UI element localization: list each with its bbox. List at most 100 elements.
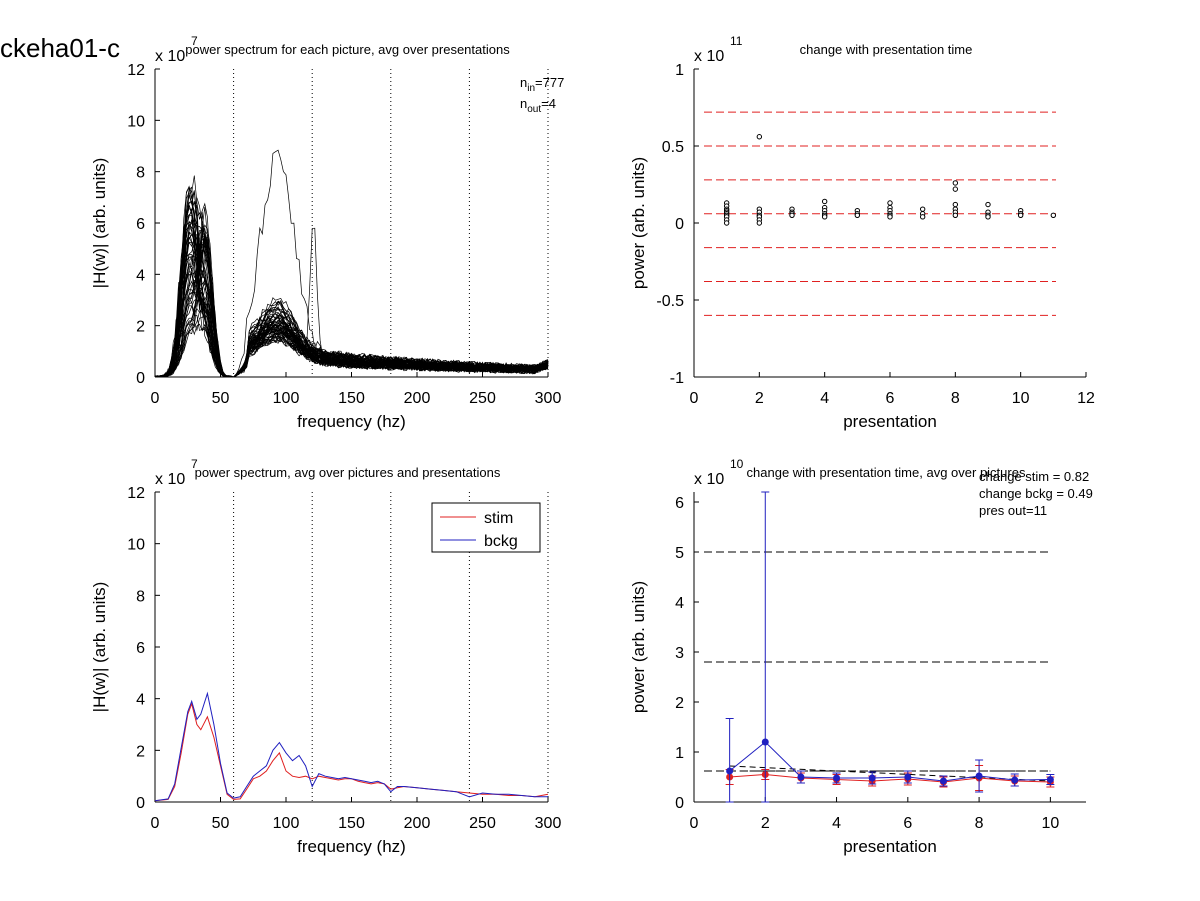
data-marker-bckg xyxy=(833,774,841,782)
x-tick-label: 0 xyxy=(151,815,160,832)
x-tick-label: 8 xyxy=(975,815,984,832)
legend-label-stim: stim xyxy=(484,510,513,527)
spectra-curves xyxy=(154,149,549,378)
x-tick-label: 250 xyxy=(469,815,496,832)
y-tick-label: -1 xyxy=(670,370,684,387)
panel-change-presentation-time: 0 2 4 6 8 10 12 -1 -0.5 0 0.5 1 presentation power (a… xyxy=(629,34,1095,431)
data-point xyxy=(756,134,763,140)
axis-exponent: x 10 xyxy=(694,48,724,65)
chart-title: power spectrum, avg over pictures and pr… xyxy=(195,465,501,480)
series-line-bckg xyxy=(729,741,1051,782)
x-tick-label: 300 xyxy=(535,390,562,407)
x-axis-label: presentation xyxy=(843,412,937,431)
y-tick-label: 8 xyxy=(136,588,145,605)
data-point xyxy=(952,180,959,186)
x-tick-label: 10 xyxy=(1012,390,1030,407)
data-point xyxy=(985,214,991,220)
series-line-bckg xyxy=(154,691,548,802)
x-tick-label: 200 xyxy=(404,390,431,407)
change-annotation: change stim = 0.82 xyxy=(979,469,1089,484)
y-tick-label: 6 xyxy=(136,640,145,657)
axis-exponent-power: 10 xyxy=(730,457,744,471)
data-point xyxy=(1017,212,1024,219)
figure-label: ckeha01-c xyxy=(0,33,120,63)
x-tick-label: 4 xyxy=(832,815,841,832)
series-line-stim xyxy=(154,702,549,802)
data-point xyxy=(919,214,926,220)
data-point xyxy=(887,214,893,220)
y-axis-label: |H(w)| (arb. units) xyxy=(90,582,109,713)
data-marker-bckg xyxy=(975,772,983,780)
data-marker-bckg xyxy=(726,767,734,775)
data-point xyxy=(756,220,763,226)
x-axis-label: presentation xyxy=(843,837,937,856)
x-tick-label: 10 xyxy=(1041,815,1059,832)
y-tick-label: 0 xyxy=(675,795,684,812)
y-tick-label: 0 xyxy=(675,216,684,233)
y-axis-label: power (arb. units) xyxy=(629,581,648,713)
data-point xyxy=(854,212,861,219)
x-tick-label: 100 xyxy=(273,815,300,832)
spectrum-line xyxy=(154,236,549,378)
n-in-annotation: nin=777 xyxy=(520,75,564,94)
mean-trend-line xyxy=(729,765,1051,782)
data-point xyxy=(1050,212,1057,219)
y-tick-label: 3 xyxy=(675,645,684,662)
data-marker-bckg xyxy=(939,777,947,785)
data-point xyxy=(952,186,959,192)
data-point xyxy=(821,214,828,220)
data-marker-bckg xyxy=(1046,776,1054,783)
y-axis-label: power (arb. units) xyxy=(629,157,648,289)
data-point xyxy=(952,212,959,219)
x-tick-label: 0 xyxy=(690,390,699,407)
data-point xyxy=(952,201,959,208)
y-tick-label: 0 xyxy=(136,370,145,387)
data-point xyxy=(821,198,828,205)
spectrum-line xyxy=(154,220,549,378)
change-annotation: change bckg = 0.49 xyxy=(979,486,1093,501)
x-tick-label: 50 xyxy=(212,815,230,832)
chart-title: change with presentation time, avg over … xyxy=(747,465,1026,480)
x-tick-label: 6 xyxy=(903,815,912,832)
x-axis-label: frequency (hz) xyxy=(297,412,406,431)
data-marker-bckg xyxy=(904,773,912,781)
axis-exponent: x 10 xyxy=(155,48,185,65)
series-line-stim xyxy=(729,773,1051,783)
panel-power-spectrum-each-picture: 0 50 100 150 200 250 300 0 2 4 6 8 10 12 frequency (hz… xyxy=(90,34,564,431)
x-tick-label: 4 xyxy=(820,390,829,407)
data-point xyxy=(919,206,926,212)
panel-power-spectrum-avg: 0 50 100 150 200 250 300 0 2 4 6 8 10 12 frequency (hz… xyxy=(90,457,561,856)
x-tick-label: 6 xyxy=(886,390,895,407)
axis-exponent-power: 7 xyxy=(191,457,198,471)
y-tick-label: 6 xyxy=(136,216,145,233)
legend-label-bckg: bckg xyxy=(484,533,518,550)
x-tick-label: 0 xyxy=(690,815,699,832)
y-tick-label: 5 xyxy=(675,545,684,562)
data-marker-bckg xyxy=(868,774,876,782)
chart-title: change with presentation time xyxy=(800,42,973,57)
y-tick-label: 1 xyxy=(675,62,684,79)
y-axis-label: |H(w)| (arb. units) xyxy=(90,158,109,289)
legend-box xyxy=(431,502,541,553)
y-tick-label: 0 xyxy=(136,795,145,812)
y-tick-label: 2 xyxy=(136,743,145,760)
y-tick-label: 10 xyxy=(127,537,145,554)
data-point xyxy=(887,200,893,206)
x-tick-label: 150 xyxy=(338,815,365,832)
y-tick-label: 1 xyxy=(675,745,684,762)
x-tick-label: 12 xyxy=(1077,390,1095,407)
y-tick-label: 12 xyxy=(127,62,145,79)
y-tick-label: 8 xyxy=(136,165,145,182)
panel-change-presentation-avg: 0 2 4 6 8 10 0 1 2 3 4 5 6 presentation power (arb. un… xyxy=(629,457,1093,856)
y-tick-label: 2 xyxy=(675,695,684,712)
y-tick-label: 0.5 xyxy=(662,139,684,156)
x-tick-label: 250 xyxy=(469,390,496,407)
y-tick-label: 4 xyxy=(136,692,145,709)
x-tick-label: 8 xyxy=(951,390,960,407)
x-tick-label: 300 xyxy=(535,815,562,832)
y-tick-label: 6 xyxy=(675,495,684,512)
data-marker-bckg xyxy=(797,773,805,781)
y-tick-label: 10 xyxy=(127,113,145,130)
data-point xyxy=(723,220,730,226)
